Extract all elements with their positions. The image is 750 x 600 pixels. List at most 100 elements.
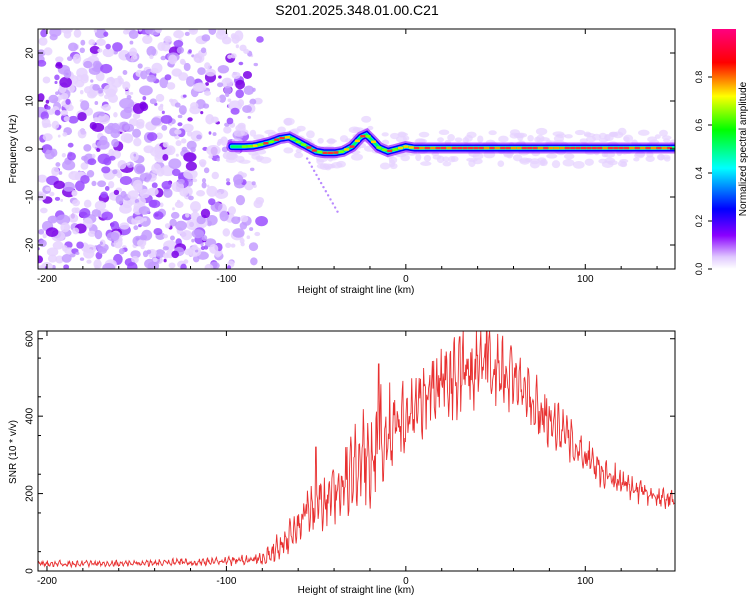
noise-blob [253, 62, 259, 67]
snr-panel: -200 -100 0 100 0 200 400 600 Height of straigh… [8, 330, 676, 596]
noise-blob [54, 196, 61, 201]
noise-blob [246, 235, 251, 240]
noise-blob [168, 54, 178, 65]
ridge-halo [294, 152, 304, 159]
ridge-halo [466, 131, 477, 139]
streak-dot [324, 190, 328, 193]
noise-blob [240, 242, 245, 247]
noise-blob [102, 104, 111, 111]
noise-blob [44, 149, 55, 160]
ridge-halo [327, 138, 336, 145]
noise-blob [57, 134, 61, 138]
noise-blob [58, 171, 63, 175]
ridge-halo [379, 162, 391, 170]
noise-blob [155, 132, 163, 140]
colorbar-tick-label: 0.8 [694, 71, 704, 84]
noise-blob [169, 235, 175, 241]
noise-blob [176, 46, 185, 54]
noise-blob [211, 171, 219, 180]
noise-blob [49, 191, 55, 197]
noise-blob [204, 62, 211, 70]
noise-blob [97, 180, 107, 188]
noise-blob [181, 229, 193, 241]
noise-blob [159, 202, 164, 208]
noise-blob [250, 257, 258, 266]
ridge-halo [572, 160, 585, 169]
noise-blob [186, 130, 193, 137]
noise-blob [162, 246, 169, 251]
noise-blob [94, 229, 103, 240]
noise-blob [234, 30, 244, 42]
noise-blob [173, 40, 184, 48]
noise-blob [163, 234, 168, 239]
spectrogram-xlabel: Height of straight line (km) [298, 285, 415, 296]
noise-blob [201, 34, 211, 42]
noise-blob [183, 62, 191, 72]
noise-blob [80, 174, 90, 184]
noise-blob [227, 98, 232, 102]
noise-blob [55, 162, 61, 167]
noise-blob [218, 94, 227, 103]
noise-blob [171, 168, 181, 177]
noise-blob [91, 142, 97, 149]
noise-blob [70, 171, 74, 175]
noise-blob [177, 178, 185, 185]
noise-blob [231, 216, 241, 225]
noise-blob [153, 211, 164, 220]
noise-blob [217, 64, 230, 74]
noise-blob [91, 122, 105, 132]
noise-blob [168, 158, 182, 169]
noise-blob [240, 215, 249, 223]
noise-blob [146, 74, 157, 83]
streak-dot [317, 177, 321, 181]
noise-blob [55, 255, 64, 264]
ridge-halo [227, 150, 237, 159]
snr-ylabel: SNR (10 * v/v) [8, 420, 19, 484]
noise-blob [80, 75, 89, 84]
noise-blob [91, 153, 96, 159]
noise-blob [163, 37, 169, 42]
ridge-halo [536, 134, 545, 143]
noise-blob [40, 29, 48, 38]
noise-blob [200, 242, 204, 247]
ridge-halo [592, 133, 602, 141]
noise-blob [185, 75, 196, 87]
noise-blob [216, 158, 220, 162]
noise-blob [237, 99, 245, 107]
colorbar-tick-label: 0.0 [694, 263, 704, 276]
ridge-halo [562, 158, 575, 167]
ridge-halo [256, 156, 263, 163]
noise-blob [65, 98, 71, 105]
ridge-halo [488, 130, 497, 136]
noise-blob [206, 144, 221, 156]
ridge-halo [295, 148, 302, 154]
noise-blob [124, 53, 128, 58]
noise-blob [119, 222, 130, 230]
snr-xtick-label: 100 [577, 576, 594, 587]
snr-series-line [38, 331, 675, 569]
streak-dot [333, 206, 337, 209]
noise-blob [136, 239, 147, 247]
noise-blob [166, 146, 173, 154]
noise-blob [168, 262, 176, 269]
ridge-halo [619, 161, 628, 168]
noise-blob [116, 171, 123, 179]
noise-blob [134, 216, 145, 224]
streak-dot [331, 202, 335, 205]
noise-blob [168, 98, 174, 103]
ridge-halo [637, 129, 650, 136]
noise-blob [60, 222, 70, 233]
ridge-halo [527, 134, 534, 142]
ridge-halo [277, 126, 286, 134]
noise-blob [208, 29, 217, 35]
noise-blob [196, 190, 206, 197]
noise-blob [129, 91, 134, 95]
ridge-halo [381, 132, 389, 137]
noise-blob [57, 94, 64, 100]
ridge-halo [432, 154, 442, 160]
noise-blob [201, 235, 208, 242]
noise-blob [38, 93, 45, 102]
noise-blob [206, 220, 213, 227]
noise-blob [119, 175, 132, 185]
